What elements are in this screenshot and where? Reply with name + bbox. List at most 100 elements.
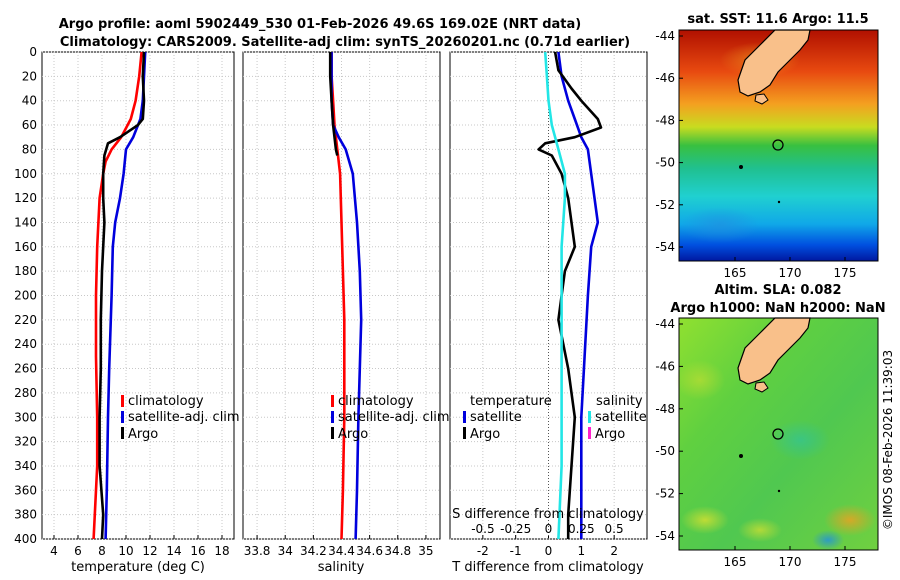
x-tick-label: 35: [418, 544, 433, 558]
legend-climatology-label: climatology: [338, 394, 414, 409]
sla-map-title-1: Altim. SLA: 0.082: [715, 283, 842, 298]
legend-t-argo-label: Argo: [470, 427, 500, 442]
legend-salinity-title: salinity: [596, 394, 643, 409]
legend-temperature-title: temperature: [470, 394, 552, 409]
legend-argo-swatch: [331, 427, 334, 439]
temperature-panel: 0 20 40 60 80 100 120 140 160 180 200 220 240 260 280 3…: [14, 45, 240, 575]
legend-climatology-label: climatology: [128, 394, 204, 409]
stewart-island: [754, 93, 769, 105]
campbell-island: [739, 165, 743, 169]
depth-tick-label: 300: [14, 410, 37, 424]
sla-patch: [770, 420, 830, 460]
legend-t-argo-swatch: [463, 427, 466, 439]
title-line-2: Climatology: CARS2009. Satellite-adj cli…: [60, 35, 630, 50]
depth-tick-label: 260: [14, 362, 37, 376]
depth-tick-label: 320: [14, 435, 37, 449]
map-y-tick-label: -44: [655, 29, 675, 43]
salinity-xlabel: salinity: [318, 560, 365, 575]
map-x-tick-label: 175: [834, 266, 857, 280]
depth-tick-label: 180: [14, 264, 37, 278]
depth-tick-label: 220: [14, 313, 37, 327]
map-y-tick-label: -52: [655, 198, 675, 212]
imos-timestamp: ©IMOS 08-Feb-2026 11:39:03: [881, 350, 895, 530]
x2-tick-label: 0: [545, 522, 553, 536]
series-line-t-satellite: [557, 52, 600, 539]
map-y-tick-label: -50: [655, 156, 675, 170]
depth-tick-label: 60: [22, 118, 37, 132]
depth-tick-label: 100: [14, 167, 37, 181]
x-tick-label: 33.8: [244, 544, 271, 558]
map-y-tick-label: -52: [655, 487, 675, 501]
new-zealand-land: [737, 29, 811, 97]
depth-tick-label: 80: [22, 142, 37, 156]
legend-s-argo-label: Argo: [595, 427, 625, 442]
legend-argo-label: Argo: [338, 427, 368, 442]
x-tick-label: 34.8: [384, 544, 411, 558]
depth-tick-label: 280: [14, 386, 37, 400]
sst-map-title: sat. SST: 11.6 Argo: 11.5: [687, 12, 868, 27]
x2-tick-label: -0.5: [471, 522, 494, 536]
series-line-argo: [328, 52, 339, 156]
difference-panel: -2 -1 0 1 2 S difference from climatology -0…: [449, 51, 648, 575]
sla-map-title-2: Argo h1000: NaN h2000: NaN: [670, 301, 885, 316]
depth-tick-label: 360: [14, 483, 37, 497]
map-y-tick-label: -46: [655, 71, 675, 85]
sla-map-frame: [678, 317, 879, 551]
map-y-tick-label: -54: [655, 240, 675, 254]
legend-argo-label: Argo: [128, 427, 158, 442]
x-tick-label: 0: [545, 544, 553, 558]
map-x-tick-label: 165: [724, 555, 747, 569]
map-y-tick-label: -48: [655, 113, 675, 127]
legend-t-satellite-swatch: [463, 411, 466, 423]
x-tick-label: 8: [98, 544, 106, 558]
legend-satellite-label: satellite-adj. clim: [338, 410, 450, 425]
map-x-tick-label: 175: [834, 555, 857, 569]
x-tick-label: 4: [50, 544, 58, 558]
series-line-argo: [98, 52, 146, 539]
sst-map-frame: [678, 29, 879, 262]
series-line-s-satellite: [543, 52, 567, 539]
map-y-tick-label: -44: [655, 317, 675, 331]
depth-tick-label: 240: [14, 337, 37, 351]
salinity-panel: 33.8 34 34.2 34.4 34.6 34.8 35 salinity climat…: [242, 51, 450, 575]
depth-tick-label: 380: [14, 508, 37, 522]
map-x-tick-label: 170: [779, 266, 802, 280]
depth-tick-label: 120: [14, 191, 37, 205]
sla-high-patch: [824, 504, 876, 536]
x-tick-label: 1: [578, 544, 586, 558]
legend-satellite-swatch: [121, 411, 124, 423]
series-line-climatology: [92, 52, 143, 539]
depth-tick-label: 340: [14, 459, 37, 473]
map-x-tick-label: 170: [779, 555, 802, 569]
depth-tick-label: 140: [14, 215, 37, 229]
argo-float-marker: [772, 139, 784, 151]
depth-tick-label: 20: [22, 69, 37, 83]
sla-map: Altim. SLA: 0.082 Argo h1000: NaN h2000:…: [655, 283, 885, 569]
depth-tick-label: 400: [14, 532, 37, 546]
small-island: [777, 200, 781, 204]
depth-tick-label: 160: [14, 240, 37, 254]
x2-tick-label: -0.25: [500, 522, 531, 536]
x-tick-label: 34.2: [300, 544, 327, 558]
sla-low-patch: [812, 530, 844, 550]
sst-map: sat. SST: 11.6 Argo: 11.5 165 170 175 -44 -4…: [655, 12, 879, 280]
x-tick-label: 18: [214, 544, 229, 558]
series-line-t-argo: [537, 52, 603, 539]
legend-satellite-swatch: [331, 411, 334, 423]
x-tick-label: -2: [477, 544, 489, 558]
series-line-climatology: [330, 52, 346, 539]
legend-s-argo-swatch: [588, 427, 591, 439]
legend-satellite-label: satellite-adj. clim: [128, 410, 240, 425]
legend-s-satellite-swatch: [588, 411, 591, 423]
depth-tick-label: 40: [22, 94, 37, 108]
sla-patch: [675, 360, 725, 400]
legend-s-satellite-label: satellite: [595, 410, 647, 425]
sla-patch: [738, 518, 782, 542]
depth-tick-label: 0: [29, 45, 37, 59]
new-zealand-land: [737, 317, 811, 385]
x-tick-label: 16: [190, 544, 205, 558]
x-tick-label: 14: [166, 544, 181, 558]
small-island: [777, 489, 781, 493]
x-tick-label: 12: [142, 544, 157, 558]
